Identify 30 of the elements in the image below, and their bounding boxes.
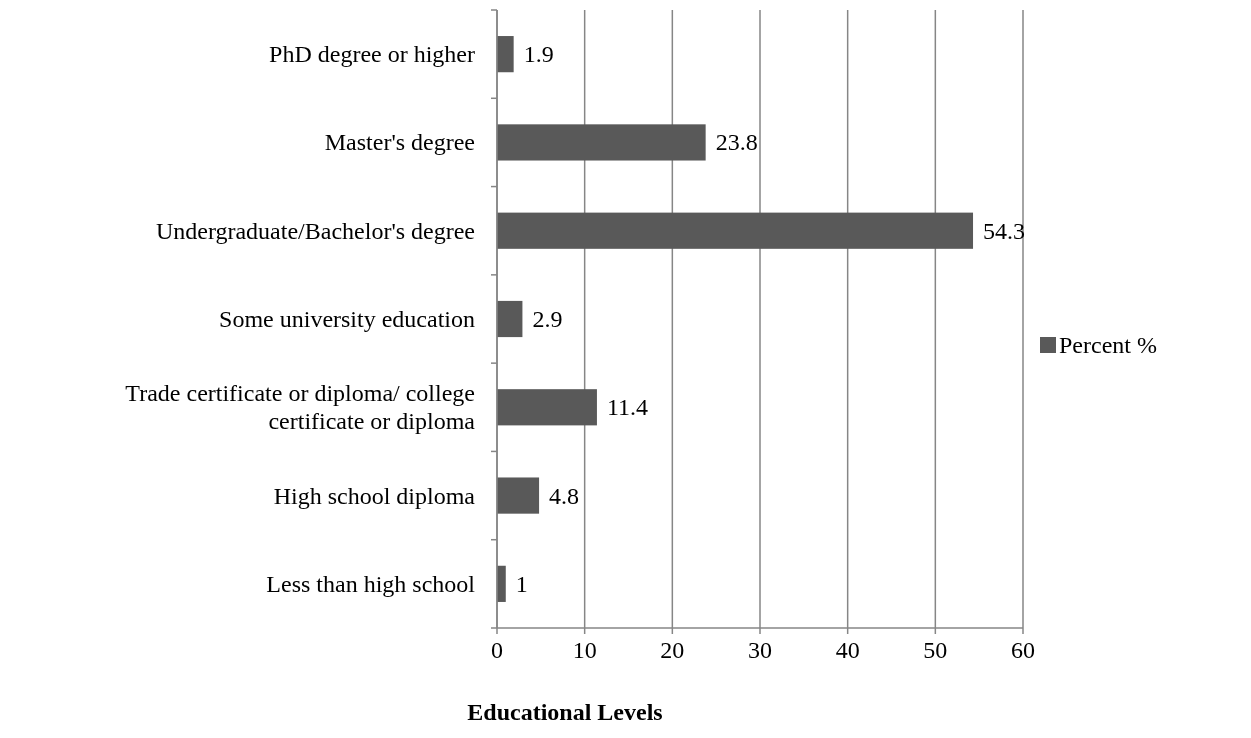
data-label: 23.8 (715, 129, 758, 156)
legend-label: Percent % (1059, 332, 1157, 358)
data-label: 1 (515, 570, 528, 597)
x-axis-title: Educational Levels (467, 699, 663, 725)
bar (497, 124, 706, 161)
data-label: 11.4 (606, 394, 649, 421)
bar (497, 212, 974, 249)
y-tick-label: Less than high school (266, 570, 476, 597)
y-tick-label: Trade certificate or diploma/ college certificate or diploma (125, 380, 476, 435)
x-tick-label: 60 (1011, 637, 1035, 663)
bar (497, 36, 514, 73)
y-tick-label: Undergraduate/Bachelor's degree (155, 217, 475, 244)
x-tick-label: 10 (572, 637, 597, 663)
bar (497, 389, 597, 426)
bar (497, 477, 540, 514)
x-tick-label: 40 (835, 637, 860, 663)
data-label: 1.9 (523, 41, 554, 68)
x-tick-label: 0 (491, 637, 503, 663)
bar (497, 565, 506, 602)
x-tick-label: 20 (660, 637, 685, 663)
x-tick-label: 30 (748, 637, 772, 663)
y-tick-label: Some university education (219, 306, 475, 332)
data-label: 2.9 (532, 306, 563, 332)
y-tick-label: PhD degree or higher (269, 41, 475, 68)
y-tick-label: High school diploma (273, 482, 476, 509)
x-tick-label: 50 (923, 637, 948, 663)
data-label: 4.8 (549, 482, 580, 509)
data-label: 54.3 (983, 217, 1026, 244)
y-tick-label: Master's degree (324, 129, 475, 156)
bar (497, 300, 523, 338)
